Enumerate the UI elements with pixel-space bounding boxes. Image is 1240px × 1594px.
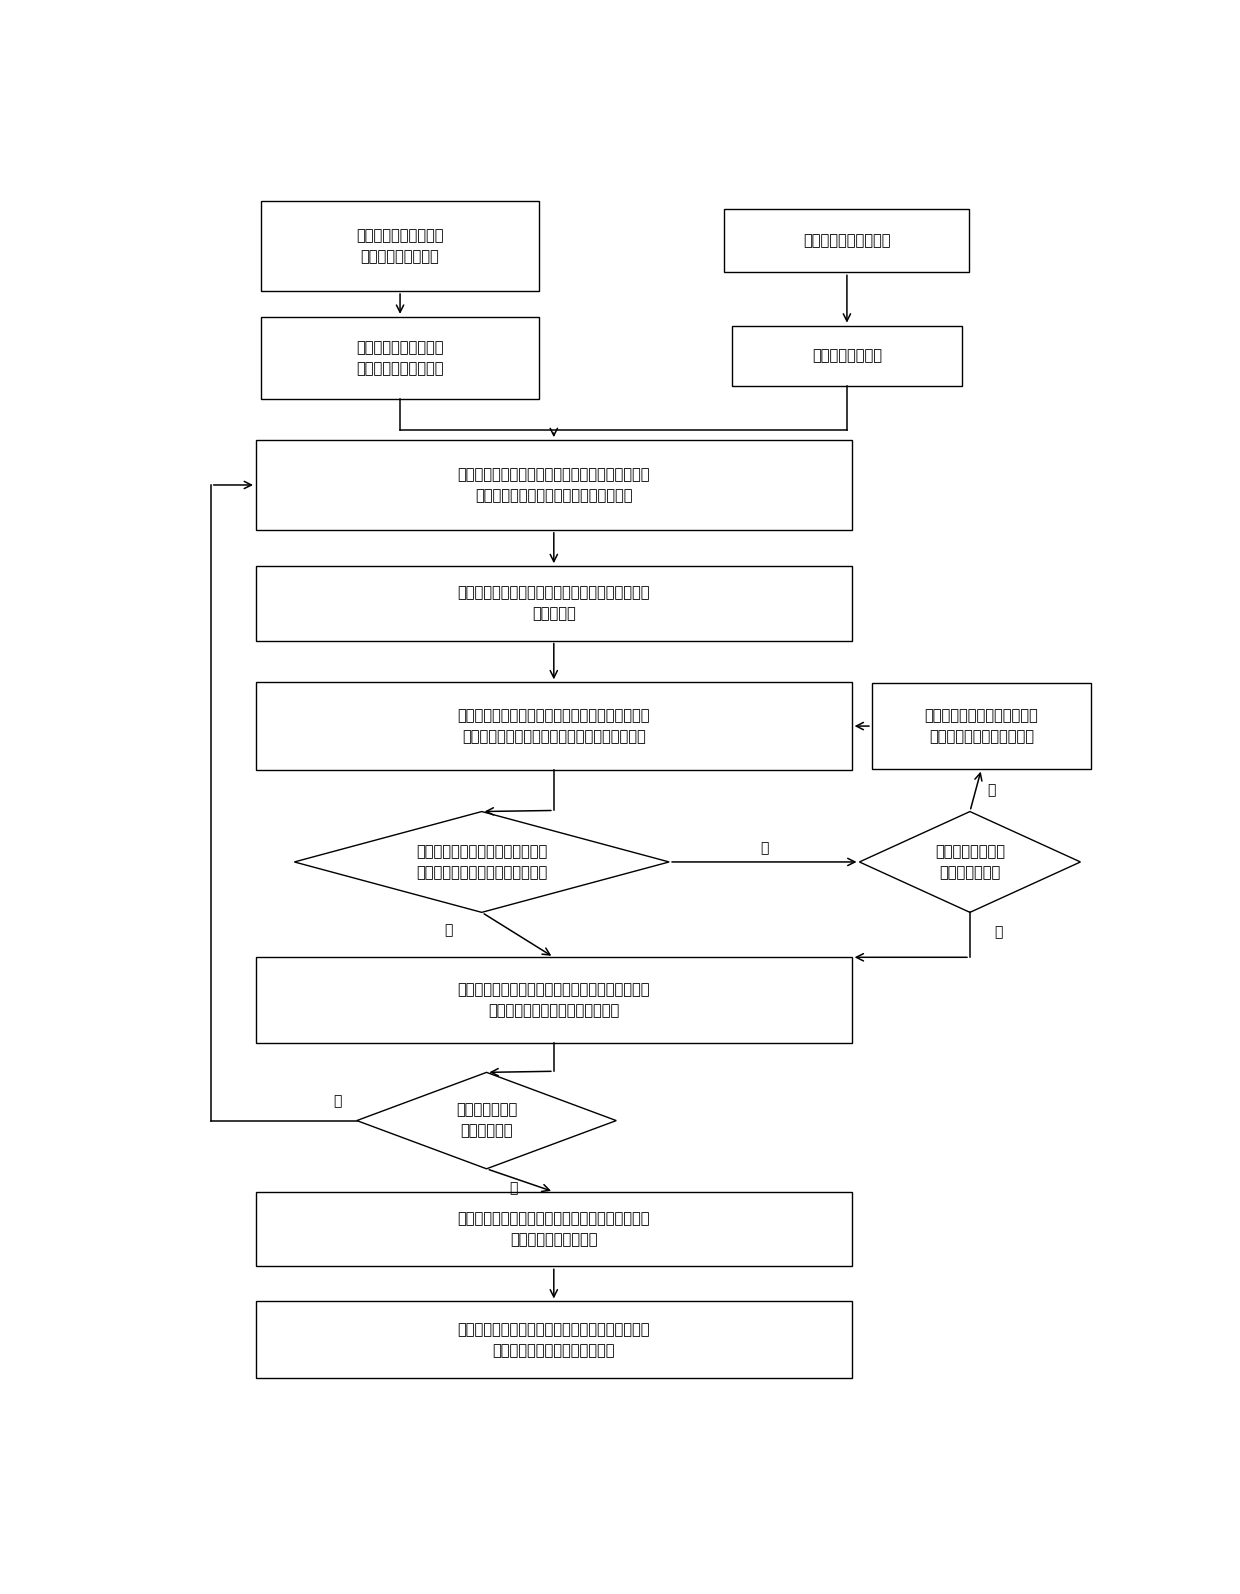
Polygon shape [357,1073,616,1168]
Text: 是: 是 [987,783,996,797]
FancyBboxPatch shape [255,566,852,641]
Text: 从当前组内最南端向北延伸预设南北跨度作为当前
组内最北端: 从当前组内最南端向北延伸预设南北跨度作为当前 组内最北端 [458,585,650,622]
Text: 以组件串集合中尚未分到任一组件串子集合中的最
南端的组件串的位置作为当前组内最南端: 以组件串集合中尚未分到任一组件串子集合中的最 南端的组件串的位置作为当前组内最南… [458,467,650,504]
FancyBboxPatch shape [872,684,1091,768]
Text: 设置预设南北跨度: 设置预设南北跨度 [812,347,882,363]
FancyBboxPatch shape [260,317,539,398]
FancyBboxPatch shape [732,325,962,386]
Text: 否: 否 [994,925,1003,939]
Text: 依次将当前组件串子集合内的组件串按照汇流箱允
许接入数进行组件串同箱组的分组: 依次将当前组件串子集合内的组件串按照汇流箱允 许接入数进行组件串同箱组的分组 [458,982,650,1019]
FancyBboxPatch shape [255,958,852,1042]
Text: 组件串集合中是
否还有组件串: 组件串集合中是 否还有组件串 [456,1103,517,1138]
Text: 是: 是 [444,923,453,937]
Text: 判断当前组件串子集合内的组件串
数量能否被汇流箱允许接入数整除: 判断当前组件串子集合内的组件串 数量能否被汇流箱允许接入数整除 [417,843,547,880]
FancyBboxPatch shape [255,1301,852,1379]
Text: 读入光伏电场中各个组
件串的位置坐标数据: 读入光伏电场中各个组 件串的位置坐标数据 [356,228,444,265]
FancyBboxPatch shape [255,1192,852,1266]
Text: 否: 否 [510,1181,517,1196]
Text: 将距离之和最小时对应的汇流箱可能安装点作为组
件串同箱组内汇流箱的布置位置: 将距离之和最小时对应的汇流箱可能安装点作为组 件串同箱组内汇流箱的布置位置 [458,1321,650,1358]
Text: 确定在南北方向上位置处于当前组内最南端和当前
组内最北端之间的组件串作为当前组件串子集合: 确定在南北方向上位置处于当前组内最南端和当前 组内最北端之间的组件串作为当前组件… [458,708,650,744]
FancyBboxPatch shape [724,209,970,273]
Text: 否: 否 [760,840,769,854]
Text: 穷举每个组件串同箱组内每个组件串到每个汇流箱
可能安装点的距离之和: 穷举每个组件串同箱组内每个组件串到每个汇流箱 可能安装点的距离之和 [458,1211,650,1247]
Text: 判断组件串集合中
是否仍有组件串: 判断组件串集合中 是否仍有组件串 [935,843,1004,880]
Text: 是: 是 [334,1093,342,1108]
Text: 设置汇流箱允许接入数: 设置汇流箱允许接入数 [804,233,890,249]
Text: 根据组件串的位置坐标
数据对组件串进行排序: 根据组件串的位置坐标 数据对组件串进行排序 [356,340,444,376]
FancyBboxPatch shape [255,440,852,529]
Text: 在组件串集合中依次提取组件
串补入当前组件串子集合中: 在组件串集合中依次提取组件 串补入当前组件串子集合中 [925,708,1038,744]
Polygon shape [294,811,670,912]
FancyBboxPatch shape [260,201,539,292]
Polygon shape [859,811,1080,912]
FancyBboxPatch shape [255,682,852,770]
